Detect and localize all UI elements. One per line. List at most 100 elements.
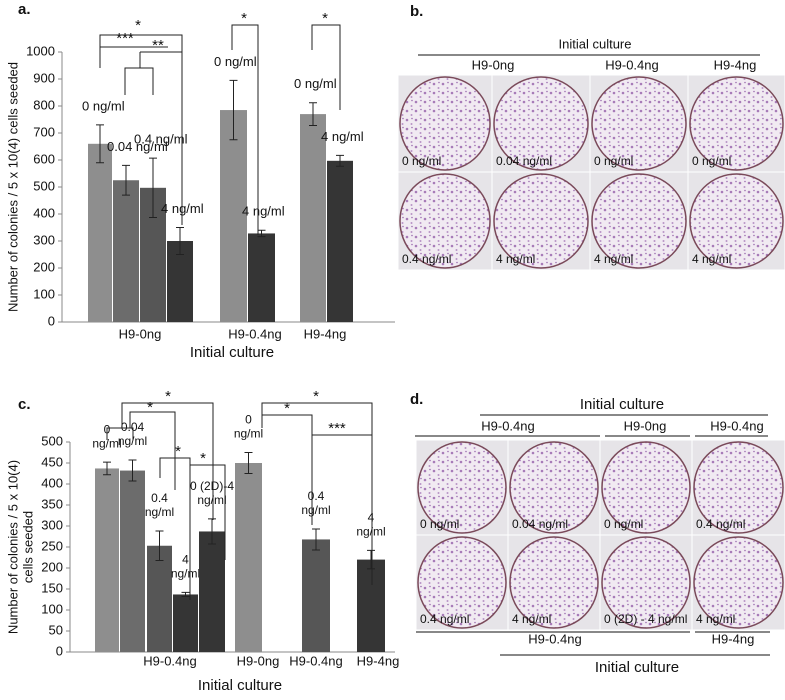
- significance: **: [152, 37, 164, 54]
- y-tick-label: 500: [33, 178, 55, 193]
- photo-label: 0 ng/ml: [604, 517, 643, 531]
- bar-label: ng/ml: [118, 434, 147, 448]
- bracket: [231, 24, 259, 235]
- dish: [601, 441, 691, 534]
- y-tick-label: 50: [49, 622, 63, 637]
- error-bar: [244, 452, 253, 474]
- x-axis-title: Initial culture: [190, 344, 274, 361]
- bar-label: ng/ml: [145, 505, 174, 519]
- subheader: H9-0ng: [624, 418, 667, 433]
- error-bar: [181, 591, 190, 598]
- bar: [173, 594, 198, 652]
- bar: [235, 463, 262, 652]
- dish: [417, 441, 507, 534]
- y-tick-label: 500: [41, 433, 63, 448]
- bracket: [190, 464, 226, 560]
- y-tick-label: 700: [33, 124, 55, 139]
- group-label: H9-0ng: [119, 326, 162, 341]
- y-tick-label: 1000: [26, 43, 55, 58]
- error-bar: [367, 549, 375, 570]
- dish: [493, 76, 589, 171]
- dish: [509, 441, 599, 534]
- dish: [417, 536, 507, 629]
- y-tick-label: 100: [41, 601, 63, 616]
- photo-label: 4 ng/ml: [594, 252, 633, 266]
- subheader: H9-0ng: [472, 57, 515, 72]
- bar: [302, 539, 330, 652]
- photo-label: 4 ng/ml: [496, 252, 535, 266]
- y-tick-label: 100: [33, 286, 55, 301]
- bar-label: 0.4: [151, 491, 168, 505]
- photo-label: 4 ng/ml: [696, 612, 735, 626]
- photo-label: 0 ng/ml: [420, 517, 459, 531]
- y-tick-label: 900: [33, 70, 55, 85]
- bar-label: 0 (2D)-4: [190, 479, 234, 493]
- photo-label: 4 ng/ml: [692, 252, 731, 266]
- bracket: [129, 411, 176, 490]
- bar: [95, 468, 119, 652]
- error-bar: [149, 157, 157, 219]
- significance: *: [313, 388, 319, 405]
- dish: [693, 536, 784, 629]
- error-bar: [208, 518, 216, 545]
- y-tick-label: 300: [33, 232, 55, 247]
- group-label: H9-0.4ng: [143, 653, 196, 668]
- group-label: H9-0.4ng: [228, 326, 281, 341]
- bar-label: 0 ng/ml: [82, 98, 125, 113]
- y-tick-label: 400: [33, 205, 55, 220]
- y-tick-label: 0: [56, 643, 63, 658]
- bar-label: 0.4: [308, 489, 325, 503]
- bar-label: 0: [245, 413, 252, 427]
- subheader: H9-0.4ng: [481, 418, 534, 433]
- bar: [88, 143, 112, 322]
- photo-label: 0 (2D) - 4 ng/ml: [604, 612, 687, 626]
- significance: *: [175, 443, 181, 460]
- dish: [399, 173, 491, 269]
- bar-label: ng/ml: [171, 567, 200, 581]
- y-tick-label: 600: [33, 151, 55, 166]
- dish: [399, 76, 491, 171]
- y-axis-title: Number of colonies / 5 x 10(4) cells see…: [5, 62, 20, 312]
- bar-label: ng/ml: [356, 525, 385, 539]
- bar-label: 0 ng/ml: [214, 54, 257, 69]
- significance: *: [165, 388, 171, 405]
- y-tick-label: 350: [41, 496, 63, 511]
- bar: [220, 110, 247, 322]
- photo-label: 0.04 ng/ml: [496, 154, 552, 168]
- bar-label: ng/ml: [301, 503, 330, 517]
- error-bar: [309, 102, 317, 126]
- dish: [689, 173, 784, 269]
- subheader: H9-0.4ng: [710, 418, 763, 433]
- significance: *: [241, 10, 247, 27]
- photo-label: 0 ng/ml: [594, 154, 633, 168]
- photo-label: 4 ng/ml: [512, 612, 551, 626]
- y-axis-title: cells seeded: [20, 511, 35, 583]
- x-axis-title: Initial culture: [198, 677, 282, 694]
- error-bar: [336, 154, 344, 167]
- bar-label: 0.04: [121, 420, 145, 434]
- panel-label: d.: [410, 391, 423, 408]
- error-bar: [96, 124, 104, 164]
- significance: *: [135, 17, 141, 34]
- group-label: H9-4ng: [304, 326, 347, 341]
- y-tick-label: 200: [33, 259, 55, 274]
- group-label: H9-0.4ng: [289, 653, 342, 668]
- bar: [357, 559, 385, 652]
- bar: [147, 545, 172, 652]
- y-tick-label: 150: [41, 580, 63, 595]
- significance: ***: [328, 420, 346, 437]
- dish: [509, 536, 599, 629]
- panel-label: a.: [18, 1, 31, 18]
- bar-label: 4 ng/ml: [321, 129, 364, 144]
- group-label: H9-4ng: [357, 653, 400, 668]
- bar: [300, 114, 326, 322]
- subheader: H9-4ng: [714, 57, 757, 72]
- bar-label: 0 ng/ml: [294, 76, 337, 91]
- significance: *: [200, 450, 206, 467]
- error-bar: [176, 227, 184, 255]
- y-tick-label: 0: [48, 313, 55, 328]
- header: Initial culture: [559, 36, 632, 51]
- bar-label: 4: [182, 553, 189, 567]
- bar: [327, 160, 353, 322]
- bar-label: ng/ml: [234, 427, 263, 441]
